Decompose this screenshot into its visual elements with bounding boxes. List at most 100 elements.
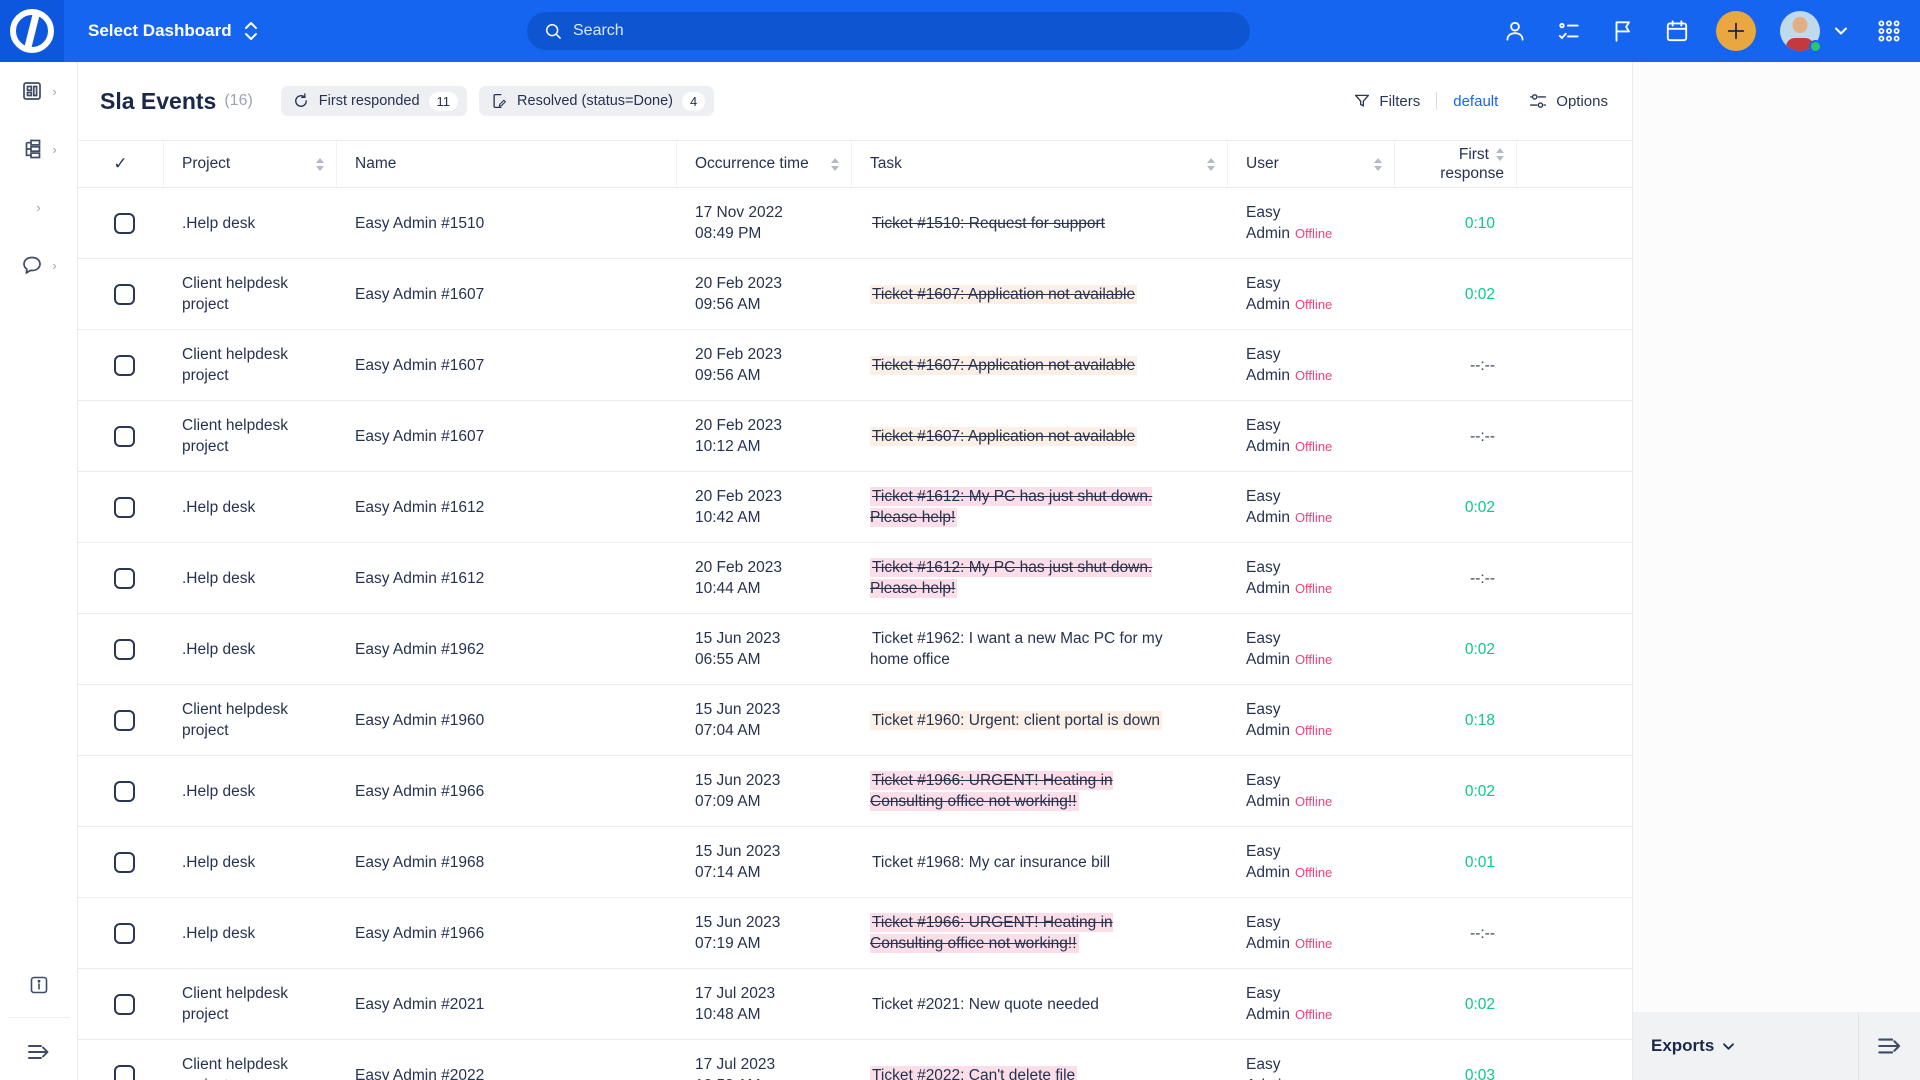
chip-label: First responded <box>318 93 420 109</box>
cell-name: Easy Admin #1960 <box>355 711 485 729</box>
plus-icon[interactable] <box>1716 11 1756 51</box>
status-badge: Offline <box>1294 368 1333 383</box>
calendar-icon[interactable] <box>1662 16 1692 46</box>
cell-actions <box>1517 685 1632 755</box>
chevron-down-icon[interactable] <box>1832 24 1850 38</box>
cell-occurrence-time: 15 Jun 2023 07:09 AM <box>695 772 781 810</box>
cell-task[interactable]: Ticket #1607: Application not available <box>870 426 1138 446</box>
table-row[interactable]: .Help desk Easy Admin #1968 15 Jun 2023 … <box>78 827 1632 898</box>
apps-grid-icon[interactable] <box>1874 16 1904 46</box>
row-checkbox[interactable] <box>113 1064 135 1080</box>
flag-icon[interactable] <box>1608 16 1638 46</box>
table-row[interactable]: .Help desk Easy Admin #1612 20 Feb 2023 … <box>78 472 1632 543</box>
row-checkbox[interactable] <box>113 709 135 731</box>
column-header-name[interactable]: Name <box>337 141 677 187</box>
row-checkbox[interactable] <box>113 993 135 1015</box>
info-icon[interactable] <box>0 967 78 1003</box>
avatar[interactable] <box>1780 11 1822 53</box>
table-row[interactable]: .Help desk Easy Admin #1966 15 Jun 2023 … <box>78 756 1632 827</box>
page-count: (16) <box>224 92 253 109</box>
sidebar-item-dashboards[interactable]: › <box>0 62 77 120</box>
cell-task[interactable]: Ticket #1607: Application not available <box>870 355 1138 375</box>
table-row[interactable]: .Help desk Easy Admin #1962 15 Jun 2023 … <box>78 614 1632 685</box>
row-checkbox[interactable] <box>113 780 135 802</box>
table-row[interactable]: Client helpdesk project Easy Admin #1960… <box>78 685 1632 756</box>
table-row[interactable]: Client helpdesk project Easy Admin #1607… <box>78 330 1632 401</box>
sort-arrows-icon[interactable] <box>1374 157 1382 171</box>
table-row[interactable]: Client helpdesk project Easy Admin #2021… <box>78 969 1632 1040</box>
cell-task[interactable]: Ticket #1966: URGENT! Heating in Consult… <box>870 771 1113 811</box>
row-checkbox[interactable] <box>113 638 135 660</box>
cell-task[interactable]: Ticket #1612: My PC has just shut down. … <box>870 558 1153 598</box>
column-header-occurrence-time[interactable]: Occurrence time <box>677 141 852 187</box>
cell-task[interactable]: Ticket #1960: Urgent: client portal is d… <box>870 710 1163 730</box>
table-row[interactable]: Client helpdesk project Easy Admin #1607… <box>78 401 1632 472</box>
search-input[interactable]: Search <box>527 12 1250 50</box>
column-header-project[interactable]: Project <box>164 141 337 187</box>
exports-button[interactable]: Exports <box>1633 1012 1858 1080</box>
filter-preset-default[interactable]: default <box>1453 92 1499 110</box>
filters-button[interactable]: Filters <box>1353 92 1420 110</box>
row-checkbox[interactable] <box>113 283 135 305</box>
expand-panel-icon[interactable] <box>1859 1012 1920 1080</box>
table-row[interactable]: .Help desk Easy Admin #1966 15 Jun 2023 … <box>78 898 1632 969</box>
dashboard-selector-label: Select Dashboard <box>88 21 232 40</box>
checklist-icon[interactable] <box>1554 16 1584 46</box>
select-all-check-icon[interactable]: ✓ <box>78 141 164 187</box>
cell-first-response: 0:02 <box>1464 995 1495 1013</box>
divider <box>1436 92 1438 110</box>
sort-arrows-icon[interactable] <box>1207 157 1215 171</box>
app-logo[interactable] <box>0 0 64 62</box>
expand-sidebar-icon[interactable] <box>0 1032 78 1080</box>
row-checkbox[interactable] <box>113 851 135 873</box>
cell-occurrence-time: 20 Feb 2023 10:42 AM <box>695 488 783 526</box>
row-checkbox[interactable] <box>113 496 135 518</box>
cell-first-response: --:-- <box>1470 427 1495 445</box>
sidebar-item-modules[interactable]: › <box>0 120 77 178</box>
column-header-user[interactable]: User <box>1228 141 1395 187</box>
dashboard-selector[interactable]: Select Dashboard <box>88 21 258 41</box>
cell-project: .Help desk <box>182 782 256 800</box>
cell-task[interactable]: Ticket #1962: I want a new Mac PC for my… <box>870 630 1163 668</box>
sidebar-item-more[interactable]: › <box>0 178 77 236</box>
sidebar-bottom <box>0 967 78 1080</box>
cell-task[interactable]: Ticket #1612: My PC has just shut down. … <box>870 487 1153 527</box>
table-row[interactable]: .Help desk Easy Admin #1510 17 Nov 2022 … <box>78 188 1632 259</box>
row-checkbox[interactable] <box>113 922 135 944</box>
cell-task[interactable]: Ticket #1607: Application not available <box>870 284 1138 304</box>
column-header-task[interactable]: Task <box>852 141 1228 187</box>
cell-task[interactable]: Ticket #1966: URGENT! Heating in Consult… <box>870 913 1113 953</box>
row-checkbox[interactable] <box>113 354 135 376</box>
row-checkbox[interactable] <box>113 567 135 589</box>
cell-task[interactable]: Ticket #1968: My car insurance bill <box>872 853 1111 871</box>
table-row[interactable]: Client helpdesk project Easy Admin #1607… <box>78 259 1632 330</box>
table-row[interactable]: Client helpdesk project Easy Admin #2022… <box>78 1040 1632 1080</box>
sort-arrows-icon[interactable] <box>831 157 839 171</box>
search-placeholder: Search <box>573 22 624 39</box>
cell-task[interactable]: Ticket #2022: Can't delete file <box>852 1040 1228 1080</box>
sidebar: › › › › <box>0 62 78 1080</box>
table-row[interactable]: .Help desk Easy Admin #1612 20 Feb 2023 … <box>78 543 1632 614</box>
user-icon[interactable] <box>1500 16 1530 46</box>
chip-resolved[interactable]: Resolved (status=Done) 4 <box>479 86 715 116</box>
cell-task[interactable]: Ticket #2021: New quote needed <box>872 995 1099 1013</box>
chip-label: Resolved (status=Done) <box>517 93 673 109</box>
chip-first-responded[interactable]: First responded 11 <box>280 86 468 116</box>
column-header-actions <box>1517 141 1632 187</box>
refresh-icon <box>294 93 307 107</box>
options-button[interactable]: Options <box>1528 92 1608 110</box>
row-checkbox[interactable] <box>113 425 135 447</box>
cell-name: Easy Admin #1966 <box>355 782 485 800</box>
sidebar-item-chat[interactable]: › <box>0 236 77 294</box>
sort-arrows-icon[interactable] <box>316 157 324 171</box>
cell-project: .Help desk <box>182 214 256 232</box>
cell-task[interactable]: Ticket #1510: Request for support <box>872 214 1105 232</box>
sort-arrows-icon[interactable] <box>1496 148 1504 161</box>
column-header-first-response[interactable]: First response <box>1395 141 1517 187</box>
row-checkbox[interactable] <box>113 212 135 234</box>
cell-actions <box>1517 969 1632 1039</box>
cell-occurrence-time: 20 Feb 2023 09:56 AM <box>695 346 783 384</box>
select-updown-icon <box>244 22 257 40</box>
